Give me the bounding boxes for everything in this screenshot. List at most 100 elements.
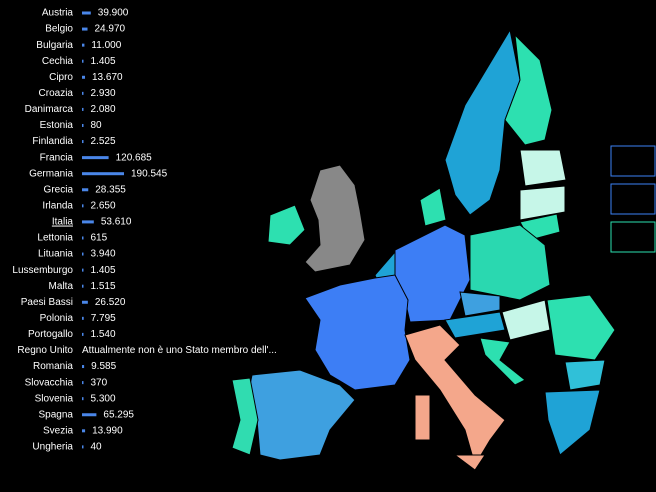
estonia <box>519 149 567 187</box>
value-label: 2.930 <box>91 88 116 99</box>
austria <box>444 311 506 339</box>
hungary <box>501 299 551 341</box>
bar <box>82 43 85 47</box>
bar <box>82 11 91 15</box>
romania <box>546 294 616 361</box>
category-label: Regno Unito <box>17 345 73 356</box>
bar <box>82 188 89 192</box>
bar <box>82 252 84 256</box>
value-label: 370 <box>91 377 108 388</box>
sicily <box>453 454 486 471</box>
ireland <box>267 204 306 246</box>
value-label: 1.540 <box>91 329 116 340</box>
greece <box>544 389 601 456</box>
bar <box>82 123 84 127</box>
bulgaria <box>564 359 606 391</box>
denmark <box>419 187 447 227</box>
uk <box>304 164 366 273</box>
inset-box <box>610 221 656 253</box>
category-label: Cipro <box>49 72 73 83</box>
category-label: Grecia <box>44 184 74 195</box>
bar <box>82 316 84 320</box>
category-label: Danimarca <box>25 104 74 115</box>
bar <box>82 220 94 224</box>
category-label: Belgio <box>45 24 73 35</box>
bar <box>82 413 97 417</box>
bar <box>82 236 84 240</box>
category-label: Malta <box>49 281 74 292</box>
value-label: 190.545 <box>131 168 168 179</box>
note: Attualmente non è uno Stato membro dell'… <box>82 345 277 356</box>
value-label: 9.585 <box>91 361 116 372</box>
category-label: Estonia <box>40 120 74 131</box>
france <box>304 274 411 391</box>
bar <box>82 204 84 208</box>
value-label: 1.405 <box>91 265 116 276</box>
category-label: Ungheria <box>32 442 73 453</box>
bar <box>82 300 88 304</box>
value-label: 615 <box>91 233 108 244</box>
inset-box <box>610 183 656 215</box>
category-label: Francia <box>40 152 74 163</box>
category-label: Bulgaria <box>36 40 73 51</box>
bar <box>82 268 84 272</box>
value-label: 2.525 <box>91 136 116 147</box>
bar <box>82 284 84 288</box>
value-label: 120.685 <box>116 152 153 163</box>
bar <box>82 91 84 95</box>
bar <box>82 27 88 31</box>
bar <box>82 172 124 176</box>
category-label: Portogallo <box>28 329 73 340</box>
inset-box <box>610 145 656 177</box>
category-label: Lituania <box>38 249 73 260</box>
category-label: Germania <box>29 168 73 179</box>
value-label: 65.295 <box>103 409 134 420</box>
value-label: 39.900 <box>98 8 129 19</box>
poland <box>469 224 551 301</box>
value-label: 3.940 <box>91 249 116 260</box>
sardinia <box>414 394 431 441</box>
value-label: 5.300 <box>91 393 116 404</box>
bar <box>82 381 84 385</box>
bar <box>82 429 86 433</box>
category-label: Paesi Bassi <box>21 297 73 308</box>
map <box>231 28 656 471</box>
value-label: 1.515 <box>91 281 116 292</box>
category-label: Polonia <box>40 313 74 324</box>
value-label: 2.650 <box>91 200 116 211</box>
bar <box>82 156 109 160</box>
bar <box>82 107 84 111</box>
value-label: 80 <box>91 120 103 131</box>
portugal <box>231 377 259 456</box>
bar <box>82 75 86 79</box>
category-label: Lettonia <box>37 233 73 244</box>
category-label: Lussemburgo <box>12 265 73 276</box>
category-label: Croazia <box>39 88 74 99</box>
bar <box>82 397 84 401</box>
category-label: Slovacchia <box>25 377 74 388</box>
value-label: 53.610 <box>101 217 132 228</box>
bar-list: Austria 39.900 Belgio 24.970 Bulgaria 11.000 C… <box>12 8 276 453</box>
value-label: 24.970 <box>95 24 126 35</box>
value-label: 26.520 <box>95 297 126 308</box>
category-label: Slovenia <box>35 393 74 404</box>
latvia <box>519 185 566 221</box>
italy <box>404 324 506 467</box>
category-label: Austria <box>42 8 74 19</box>
category-label[interactable]: Italia <box>52 217 74 228</box>
bar <box>82 445 84 449</box>
value-label: 40 <box>91 442 103 453</box>
bar <box>82 365 85 369</box>
bar <box>82 59 84 63</box>
category-label: Spagna <box>39 409 74 420</box>
category-label: Cechia <box>42 56 74 67</box>
czechia <box>459 291 501 317</box>
value-label: 11.000 <box>91 40 121 51</box>
value-label: 1.405 <box>91 56 116 67</box>
bar <box>82 332 84 336</box>
sweden <box>444 28 521 216</box>
category-label: Svezia <box>43 425 73 436</box>
category-label: Finlandia <box>32 136 73 147</box>
value-label: 13.670 <box>92 72 123 83</box>
value-label: 28.355 <box>95 184 126 195</box>
